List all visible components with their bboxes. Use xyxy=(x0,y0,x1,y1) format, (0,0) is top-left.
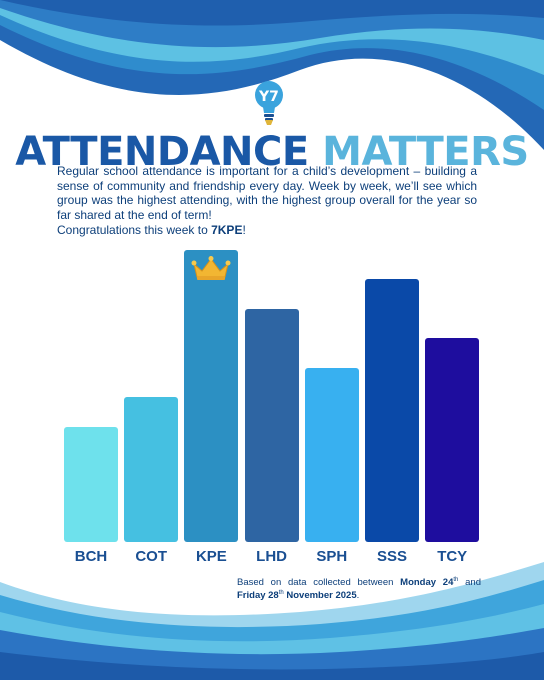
winning-group: 7KPE xyxy=(211,223,243,237)
category-label-sss: SSS xyxy=(376,548,407,565)
congrats-prefix: Congratulations this week to xyxy=(57,223,212,237)
bar-lhd xyxy=(244,308,299,542)
note-prefix: Based on data collected between xyxy=(237,577,401,588)
bar-bch xyxy=(64,426,118,542)
bar-tcy xyxy=(425,338,480,542)
logo-text: Y7 xyxy=(258,89,279,105)
title-part-1: ATTENDANCE xyxy=(15,129,309,175)
bottom-wave-decoration xyxy=(0,562,544,680)
note-and: and xyxy=(458,577,481,588)
top-wave-decoration xyxy=(0,0,544,150)
note-end-day: Friday 28 xyxy=(237,590,279,601)
bar-cot xyxy=(124,397,179,542)
category-label-bch: BCH xyxy=(74,548,108,565)
bar-kpe xyxy=(184,249,239,542)
crown-icon xyxy=(191,255,231,280)
bar-sph xyxy=(304,367,359,542)
category-label-tcy: TCY xyxy=(437,548,468,565)
data-period-note: Based on data collected between Monday 2… xyxy=(237,576,481,602)
bar-sss xyxy=(365,279,419,542)
note-start-day: Monday 24 xyxy=(400,577,454,588)
congratulations-line: Congratulations this week to 7KPE! xyxy=(57,223,246,238)
congrats-suffix: ! xyxy=(242,223,246,237)
note-start-sup: th xyxy=(453,576,459,583)
note-suffix: . xyxy=(356,590,360,601)
title-part-2: MATTERS xyxy=(322,129,529,175)
intro-paragraph: Regular school attendance is important f… xyxy=(57,164,477,222)
category-label-lhd: LHD xyxy=(256,548,287,565)
note-end-sup: th xyxy=(278,589,284,596)
category-label-kpe: KPE xyxy=(195,548,227,565)
y7-lightbulb-logo: Y7 xyxy=(255,81,283,125)
category-label-cot: COT xyxy=(135,548,168,565)
page-title: ATTENDANCE MATTERS xyxy=(0,128,544,176)
note-end-rest: November 2025 xyxy=(283,590,357,601)
category-label-sph: SPH xyxy=(316,548,348,565)
